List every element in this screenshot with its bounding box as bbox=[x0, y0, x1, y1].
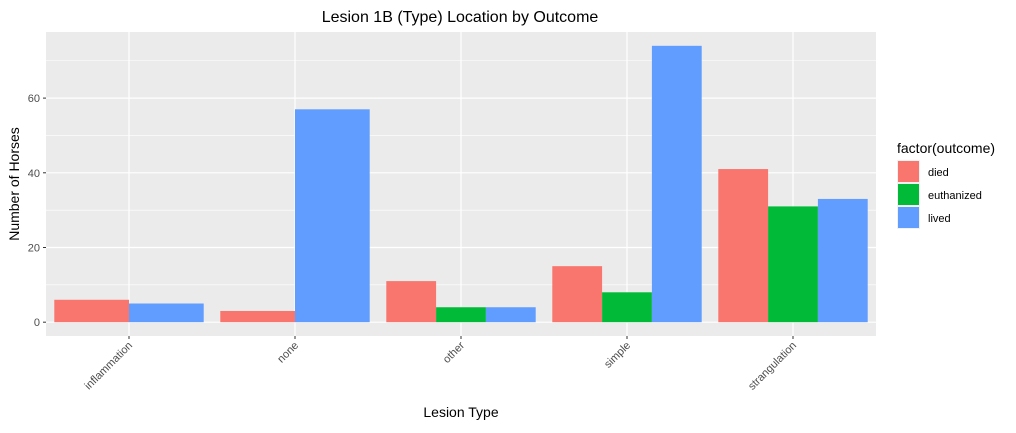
x-tick-label: inflammation bbox=[83, 340, 136, 393]
legend-title: factor(outcome) bbox=[897, 140, 995, 156]
bar-strangulation-died bbox=[718, 169, 769, 323]
legend-label-euthanized: euthanized bbox=[928, 190, 982, 202]
bar-strangulation-lived bbox=[817, 198, 868, 323]
legend-swatch-died bbox=[898, 161, 919, 182]
bar-other-euthanized bbox=[436, 307, 486, 323]
bar-inflammation-died bbox=[54, 299, 129, 323]
legend-swatch-lived bbox=[898, 207, 919, 228]
legend-label-lived: lived bbox=[928, 213, 951, 225]
x-tick-label: strangulation bbox=[746, 340, 799, 393]
x-tick-label: other bbox=[441, 339, 467, 365]
bar-other-died bbox=[386, 281, 437, 323]
y-tick-label: 20 bbox=[28, 242, 40, 254]
y-tick-label: 40 bbox=[28, 168, 40, 180]
bar-inflammation-lived bbox=[129, 303, 204, 323]
bar-none-lived bbox=[295, 109, 370, 323]
y-axis-label: Number of Horses bbox=[6, 127, 22, 241]
bar-simple-died bbox=[552, 266, 603, 323]
bar-none-died bbox=[220, 310, 295, 323]
bar-other-lived bbox=[485, 307, 536, 323]
legend: factor(outcome) died euthanized lived bbox=[897, 140, 995, 229]
bar-simple-euthanized bbox=[602, 292, 652, 323]
legend-swatch-euthanized bbox=[898, 184, 919, 205]
legend-label-died: died bbox=[928, 167, 949, 179]
x-tick-label: simple bbox=[602, 340, 633, 371]
y-tick-label: 0 bbox=[34, 317, 40, 329]
bar-strangulation-euthanized bbox=[768, 206, 818, 323]
bars bbox=[54, 45, 868, 323]
x-axis-label: Lesion Type bbox=[423, 404, 498, 420]
x-tick-label: none bbox=[275, 340, 301, 366]
chart-title: Lesion 1B (Type) Location by Outcome bbox=[322, 9, 599, 26]
bar-simple-lived bbox=[651, 45, 702, 323]
y-tick-label: 60 bbox=[28, 93, 40, 105]
